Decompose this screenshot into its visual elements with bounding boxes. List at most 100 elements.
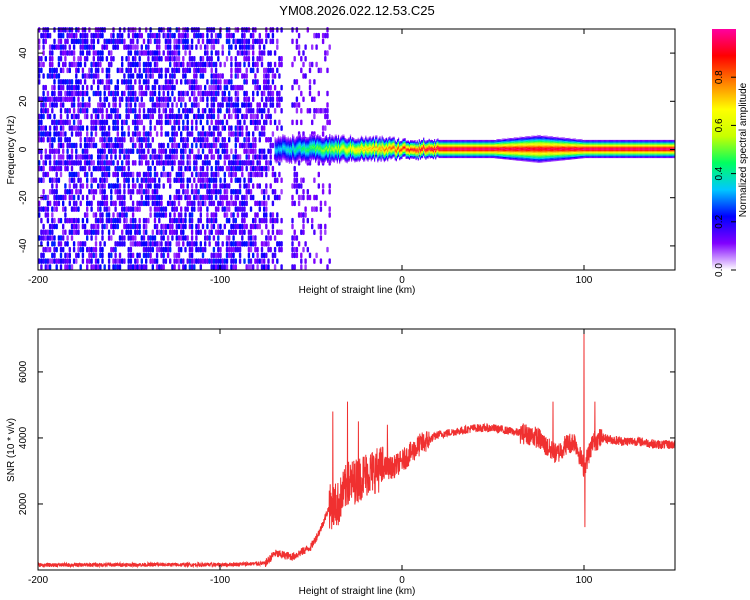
- heatmap-signal-cell: [356, 158, 358, 160]
- heatmap-signal-cell: [303, 144, 305, 146]
- heatmap-cell: [155, 102, 159, 108]
- heatmap-signal-cell: [294, 143, 296, 145]
- heatmap-cell: [271, 171, 275, 178]
- heatmap-signal-cell: [301, 150, 304, 152]
- heatmap-cell: [188, 84, 192, 91]
- heatmap-cell: [234, 223, 237, 230]
- heatmap-signal-cell: [274, 158, 276, 161]
- heatmap-cell: [92, 212, 95, 218]
- heatmap-cell: [57, 194, 61, 201]
- heatmap-cell: [238, 131, 242, 137]
- heatmap-cell: [171, 113, 174, 120]
- heatmap-signal-cell: [318, 154, 320, 156]
- heatmap-cell: [116, 194, 119, 201]
- heatmap-cell: [158, 142, 161, 149]
- heatmap-cell: [173, 206, 176, 212]
- heatmap-signal-cell: [285, 141, 287, 144]
- heatmap-cell: [72, 84, 76, 91]
- heatmap-cell: [180, 79, 183, 85]
- heatmap-signal-cell: [364, 143, 366, 145]
- heatmap-cell: [315, 44, 318, 50]
- heatmap-cell: [267, 73, 270, 79]
- heatmap-cell: [249, 235, 253, 241]
- heatmap-signal-cell: [330, 138, 332, 141]
- heatmap-cell: [110, 56, 113, 62]
- heatmap-signal-cell: [279, 139, 281, 141]
- heatmap-signal-cell: [308, 144, 310, 146]
- heatmap-cell: [68, 154, 71, 160]
- heatmap-cell: [313, 108, 316, 114]
- heatmap-cell: [225, 96, 229, 102]
- heatmap-cell: [265, 96, 268, 102]
- heatmap-cell: [197, 113, 200, 120]
- heatmap-cell: [166, 38, 170, 45]
- heatmap-cell: [166, 252, 170, 259]
- heatmap-cell: [127, 165, 130, 172]
- heatmap-cell: [169, 229, 172, 235]
- heatmap-cell: [114, 90, 117, 97]
- heatmap-signal-cell: [341, 149, 343, 152]
- heatmap-signal-cell: [281, 152, 283, 155]
- heatmap-signal-cell: [300, 155, 302, 157]
- heatmap-signal-cell: [372, 148, 375, 151]
- heatmap-signal-cell: [328, 157, 330, 159]
- heatmap-signal-cell: [274, 152, 276, 154]
- heatmap-cell: [210, 108, 213, 114]
- heatmap-signal-cell: [309, 141, 311, 143]
- heatmap-cell: [315, 61, 318, 68]
- heatmap-signal-cell: [325, 150, 328, 153]
- heatmap-signal-cell: [354, 146, 356, 149]
- heatmap-signal-cell: [355, 158, 357, 160]
- heatmap-signal-cell: [294, 145, 296, 148]
- heatmap-signal-cell: [351, 147, 353, 149]
- heatmap-signal-cell: [311, 148, 313, 150]
- heatmap-cell: [256, 61, 259, 68]
- heatmap-cell: [234, 96, 237, 102]
- heatmap-cell: [197, 131, 200, 137]
- heatmap-cell: [72, 96, 76, 102]
- heatmap-signal-cell: [363, 141, 365, 143]
- heatmap-signal-cell: [294, 144, 296, 147]
- heatmap-signal-cell: [304, 154, 306, 156]
- heatmap-signal-cell: [310, 140, 312, 142]
- heatmap-cell: [221, 241, 224, 247]
- heatmap-cell: [223, 160, 226, 166]
- heatmap-cell: [97, 79, 100, 85]
- heatmap-signal-cell: [372, 152, 375, 154]
- heatmap-cell: [57, 148, 61, 154]
- heatmap-cell: [184, 67, 187, 74]
- heatmap-cell: [99, 160, 102, 166]
- heatmap-cell: [38, 44, 41, 50]
- heatmap-cell: [75, 160, 78, 166]
- heatmap-cell: [258, 154, 261, 160]
- heatmap-signal-cell: [307, 157, 309, 160]
- heatmap-cell: [86, 131, 89, 137]
- heatmap-cell: [225, 154, 229, 160]
- heatmap-signal-cell: [291, 157, 293, 160]
- heatmap-signal-cell: [322, 160, 324, 163]
- heatmap-cell: [105, 84, 109, 91]
- heatmap-cell: [260, 241, 264, 247]
- heatmap-cell: [101, 67, 104, 74]
- heatmap-cell: [321, 189, 325, 195]
- heatmap-cell: [142, 131, 146, 137]
- heatmap-cell: [101, 160, 104, 166]
- heatmap-cell: [232, 154, 235, 160]
- heatmap-signal-cell: [298, 136, 300, 139]
- heatmap-signal-cell: [359, 147, 361, 149]
- heatmap-cell: [263, 206, 266, 212]
- heatmap-cell: [110, 217, 113, 224]
- heatmap-signal-cell: [356, 139, 358, 141]
- heatmap-signal-cell: [308, 150, 310, 152]
- heatmap-cell: [249, 223, 253, 230]
- heatmap-signal-cell: [281, 143, 283, 145]
- heatmap-cell: [238, 142, 242, 149]
- heatmap-signal-cell: [276, 143, 278, 146]
- heatmap-cell: [151, 246, 154, 253]
- heatmap-cell: [210, 223, 213, 230]
- heatmap-signal-cell: [340, 158, 342, 160]
- heatmap-cell: [221, 44, 224, 50]
- heatmap-signal-cell: [328, 151, 330, 153]
- heatmap-signal-cell: [284, 142, 286, 144]
- heatmap-signal-cell: [285, 155, 287, 157]
